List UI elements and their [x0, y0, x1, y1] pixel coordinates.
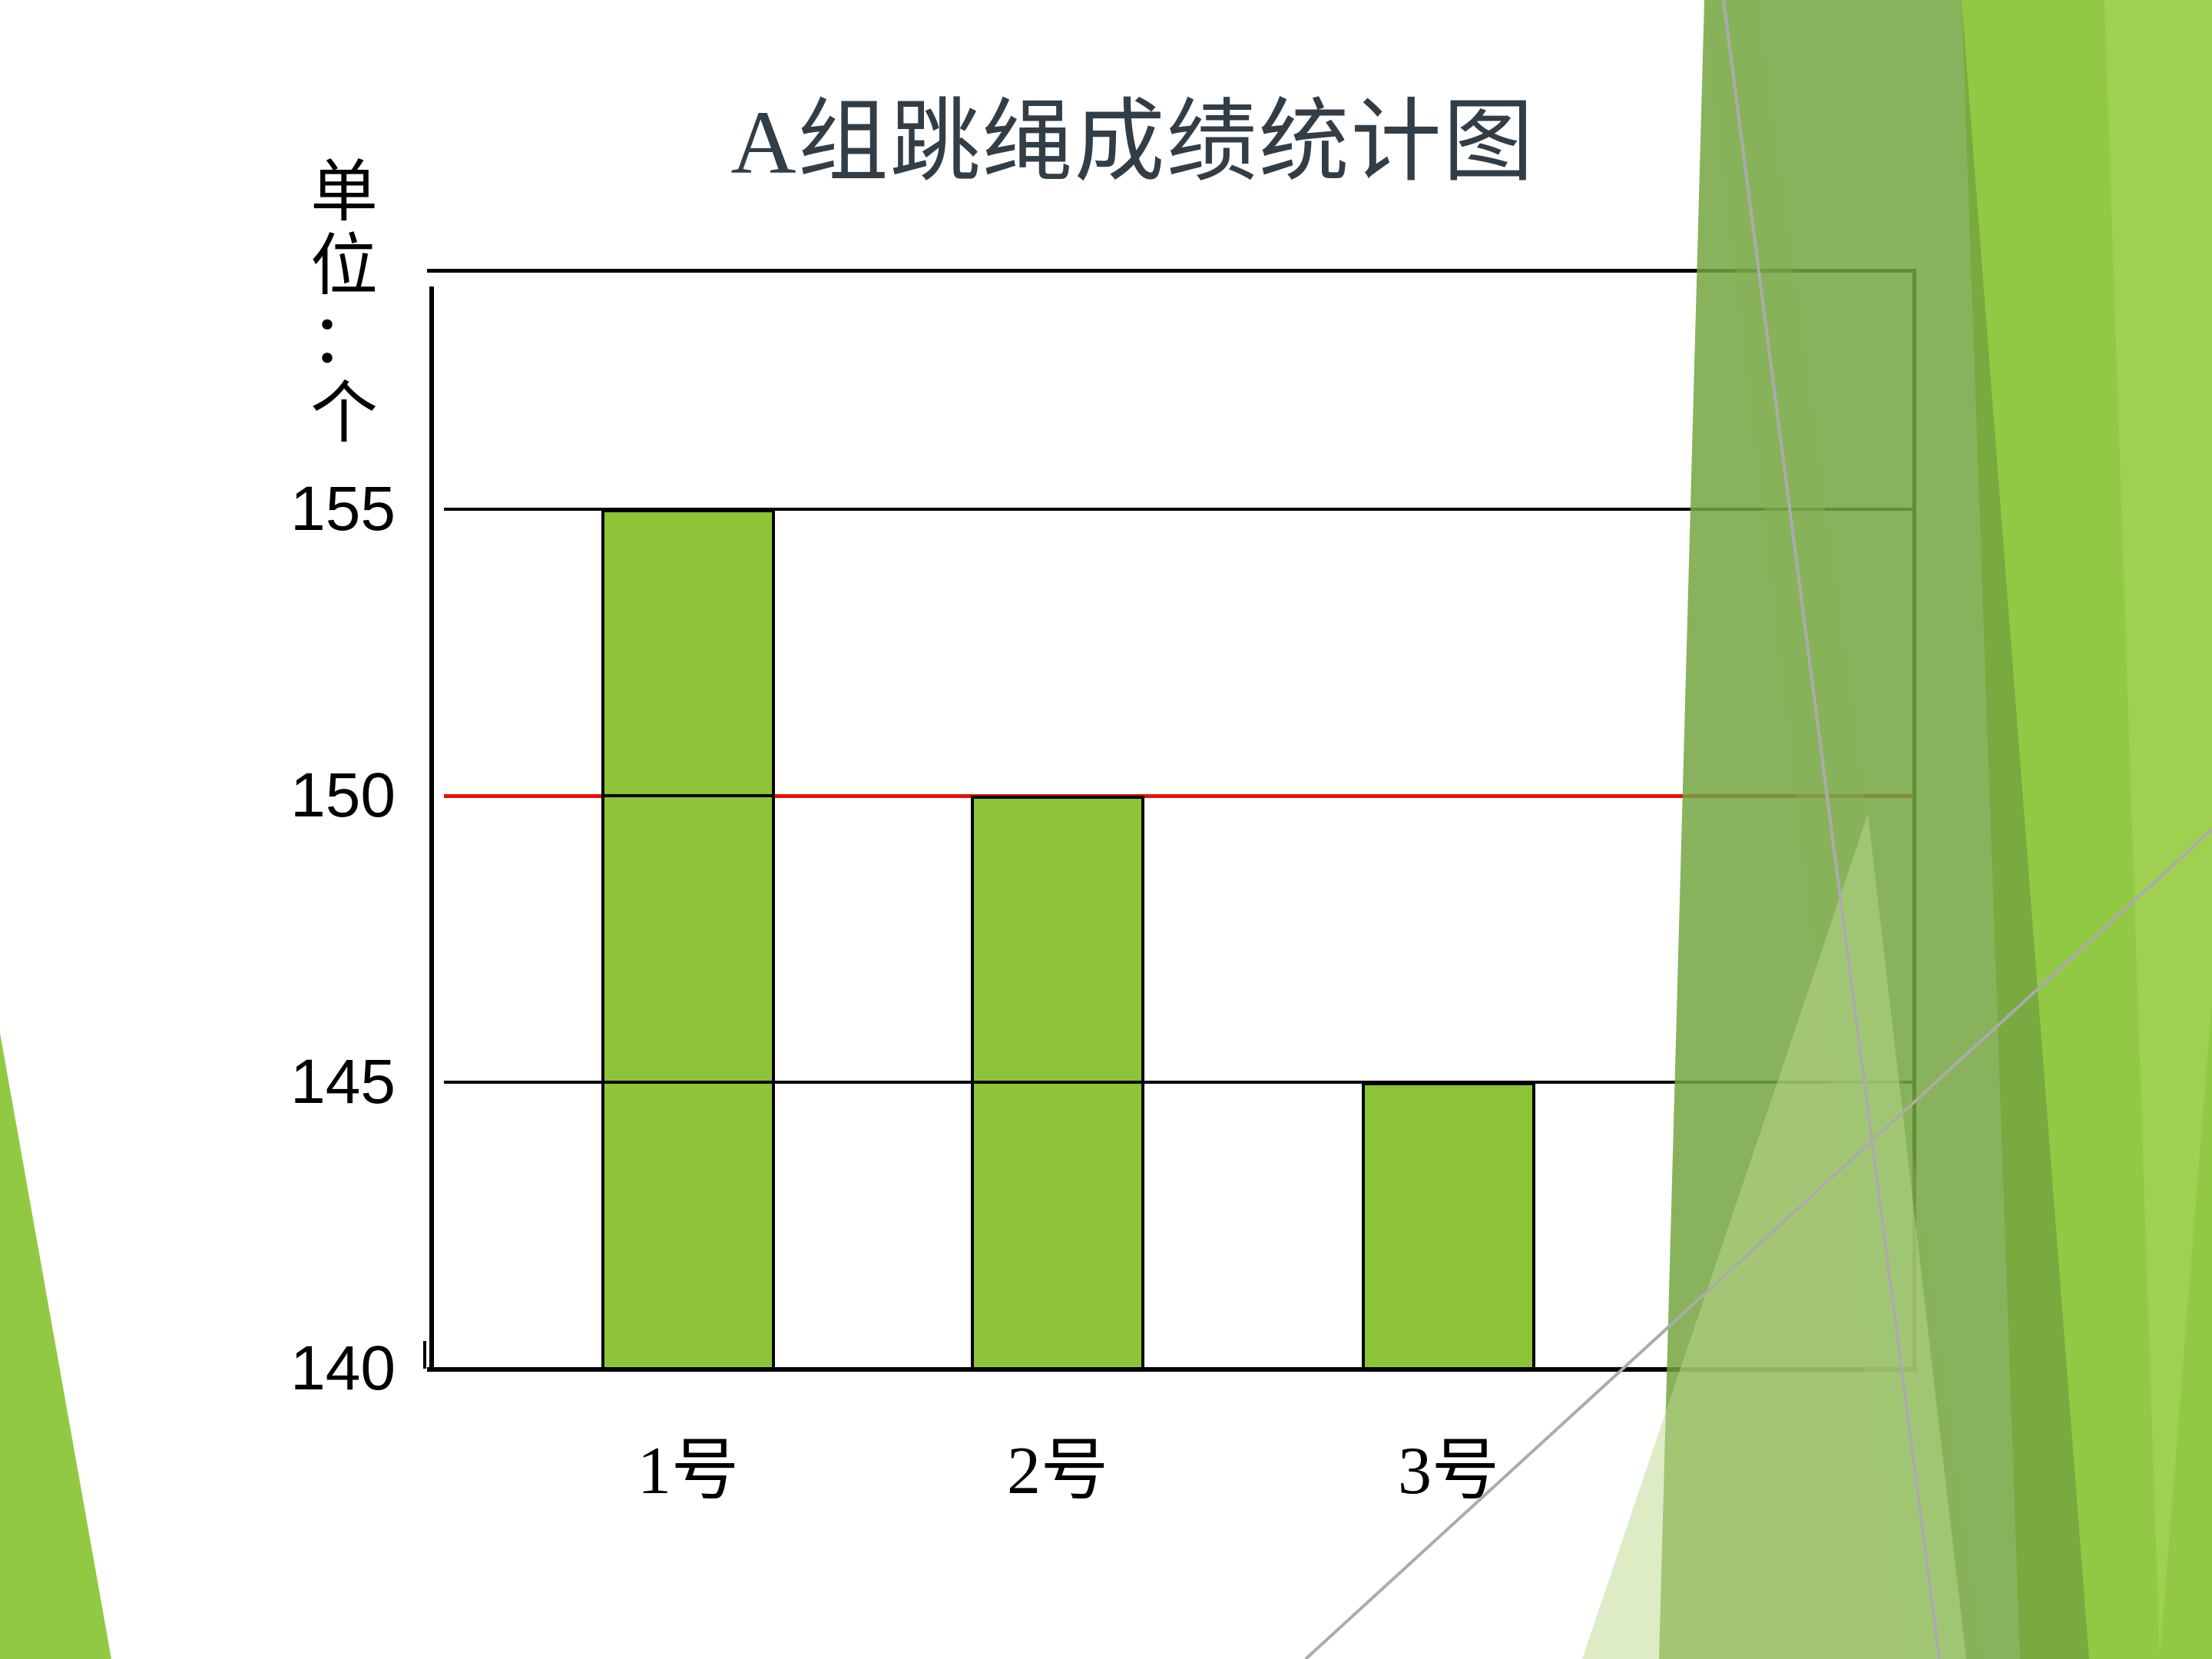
x-axis-line — [427, 1367, 1918, 1372]
y-axis-unit-char: 位 — [310, 230, 378, 304]
decor-triangle-pale — [1582, 814, 1966, 1659]
y-axis-unit-char: 个 — [310, 377, 378, 452]
decor-triangle-seam — [1704, 0, 1982, 1659]
y-tick-label-150: 150 — [290, 760, 396, 830]
y-axis-unit-char: 单 — [310, 156, 378, 230]
y-tick-label-140: 140 — [290, 1333, 396, 1403]
decor-triangle-bottom-left — [0, 1033, 111, 1659]
x-tick-label-1号: 1号 — [637, 1434, 739, 1508]
decor-triangle-medium — [1659, 0, 2089, 1659]
gridline-145 — [444, 1081, 1914, 1084]
y-axis-unit-label: 单位：个 — [306, 157, 382, 452]
y-tick-label-145: 145 — [290, 1047, 396, 1117]
y-axis-line — [429, 286, 434, 1371]
bar-1号-segment-145 — [601, 1081, 775, 1084]
reference-line-150 — [444, 794, 1912, 798]
decor-diagonal-line-steep — [1722, 0, 1941, 1659]
bar-1号 — [601, 509, 775, 1372]
y-axis-bottom-tick — [423, 1341, 426, 1369]
plot-right-border — [1912, 269, 1916, 1372]
x-tick-label-2号: 2号 — [1006, 1434, 1108, 1508]
y-axis-unit-char: ： — [310, 303, 378, 378]
bar-1号-segment-150 — [601, 794, 775, 797]
decor-triangle-bright-right — [1962, 0, 2212, 1659]
bar-2号 — [971, 796, 1144, 1372]
chart-title: A组跳绳成绩统计图 — [730, 92, 1535, 193]
plot-top-border — [427, 269, 1916, 273]
bar-2号-segment-145 — [971, 1081, 1144, 1084]
decor-triangle-light-band — [2104, 0, 2212, 1659]
x-tick-label-3号: 3号 — [1397, 1434, 1499, 1508]
bar-3号 — [1362, 1082, 1535, 1372]
gridline-155 — [444, 508, 1914, 511]
y-tick-label-155: 155 — [290, 474, 396, 544]
